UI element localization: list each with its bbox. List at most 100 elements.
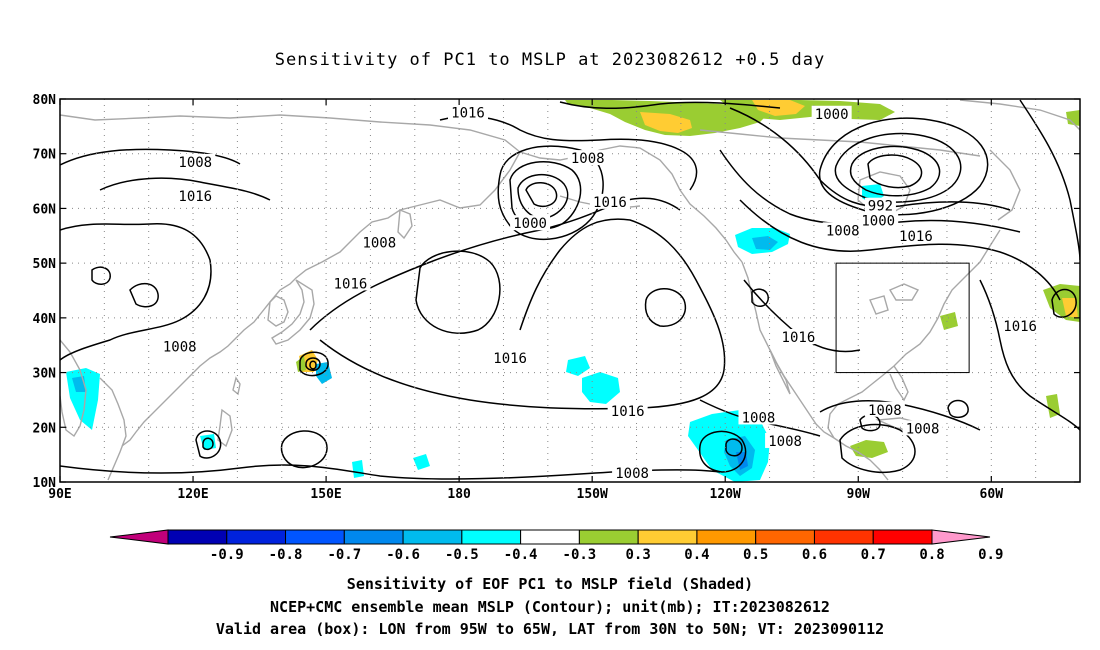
caption-valid-area: Valid area (box): LON from 95W to 65W, L… [215, 620, 885, 638]
colorbar-label: 0.5 [743, 547, 768, 563]
contour-caribbean-1008 [839, 423, 916, 474]
contour-label-bg [510, 215, 551, 231]
map-title: Sensitivity of PC1 to MSLP at 2023082612… [274, 50, 826, 70]
contour-label-bg [612, 465, 653, 481]
colorbar-segment [696, 529, 757, 545]
lon-label: 60W [980, 487, 1004, 502]
contour-label: 1008 [826, 223, 860, 239]
colorbar-label: -0.9 [210, 547, 244, 563]
colorbar-segment [343, 529, 404, 545]
contour-label-bg [864, 401, 905, 417]
contour-label: 1008 [868, 403, 902, 419]
contour-atlantic-low [947, 399, 969, 419]
coast-india [60, 339, 87, 438]
lat-label: 60N [33, 202, 57, 217]
colorbar-segment [167, 529, 228, 545]
lon-label: 90E [48, 487, 71, 502]
contour-arctic-low-3 [849, 145, 941, 197]
colorbar-arrow-left [109, 529, 169, 545]
contour-bering-low-1 [497, 145, 604, 241]
contour-label-bg [175, 187, 216, 203]
contour-label: 1008 [906, 421, 940, 437]
lat-label: 30N [33, 367, 57, 382]
coastlines [60, 99, 1080, 481]
coast-taiwan [232, 376, 241, 396]
contour-siberia-1016 [99, 177, 271, 201]
contour-label: 1008 [571, 151, 605, 167]
coast-japan [271, 279, 315, 345]
contour-label-bg [864, 197, 896, 213]
contour-asia-small-1 [129, 282, 159, 308]
coast-asia-east [60, 114, 521, 447]
contour-arctic-low-2 [834, 132, 962, 203]
contour-pacific-high-2 [644, 288, 687, 327]
contour-label-bg [607, 402, 648, 418]
contour-label: 1016 [611, 404, 645, 420]
contour-label: 1016 [782, 330, 816, 346]
contour-label-bg [765, 432, 806, 448]
colorbar-segment [226, 529, 287, 545]
coast-great-lakes [869, 283, 920, 315]
contour-label-bg [1000, 318, 1041, 334]
contour-canada-1016 [739, 199, 1061, 301]
contour-label: 1016 [178, 189, 212, 205]
contour-label: 1016 [593, 195, 627, 211]
coast-philippines [217, 408, 233, 448]
contour-label: 1008 [163, 339, 197, 355]
contour-bering-1008 [439, 115, 698, 191]
contour-label-bg [567, 150, 608, 166]
contour-label: 1008 [615, 466, 649, 482]
colorbar-arrow-right [931, 529, 991, 545]
sensitivity-shading [66, 100, 1080, 482]
lon-label: 150W [577, 487, 608, 502]
contour-label: 1016 [899, 229, 933, 245]
contour-typhoon-core [309, 360, 317, 370]
contour-label-bg [811, 105, 852, 121]
contour-label: 1008 [362, 235, 396, 251]
caption-shading: Sensitivity of EOF PC1 to MSLP field (Sh… [346, 575, 754, 593]
valid-area-box [835, 262, 970, 374]
contour-epac-low-2 [725, 438, 743, 457]
plot-frame [59, 98, 1081, 483]
contour-pacific-small [280, 430, 328, 469]
contour-scs-low [195, 430, 222, 459]
contour-na-small [751, 288, 769, 307]
contour-atlantic-1016 [979, 279, 1080, 431]
colorbar-label: 0.4 [684, 547, 709, 563]
colorbar-label: 0.6 [802, 547, 827, 563]
colorbar-segment [813, 529, 874, 545]
contour-label: 1016 [1003, 319, 1037, 335]
contour-arctic-low-4 [867, 154, 923, 189]
shade-pacific-cyan-4 [413, 454, 430, 470]
contour-label-bg [858, 212, 899, 228]
contour-label: 1000 [513, 216, 547, 232]
colorbar-segment [637, 529, 698, 545]
colorbar-label: -0.7 [327, 547, 361, 563]
contour-label-bg [738, 409, 779, 425]
coast-indochina [99, 377, 127, 481]
contour-north-pacific-1016 [309, 197, 681, 331]
lon-label: 120W [710, 487, 741, 502]
contour-canada-1000 [729, 107, 1011, 211]
colorbar-label: 0.8 [919, 547, 944, 563]
colorbar-segment [755, 529, 815, 545]
contour-label: 992 [868, 199, 893, 215]
lat-label: 50N [33, 257, 57, 272]
colorbar: -0.9 -0.8 -0.7 -0.6 -0.5 -0.4 -0.3 0.3 0.4 0.5 0.6… [109, 529, 1003, 563]
colorbar-segment [578, 529, 639, 545]
colorbar-segment [285, 529, 345, 545]
coast-greenland [959, 99, 1080, 221]
shade-eastus-green [940, 312, 958, 330]
colorbar-segment [461, 529, 522, 545]
contour-asia-1008-loop [60, 223, 212, 361]
contour-label-bg [448, 104, 488, 120]
shade-arctic-yellow [640, 112, 692, 133]
contour-label-bg [490, 349, 531, 365]
contour-atlantic-high [1051, 288, 1077, 318]
contour-label-bg [159, 338, 200, 354]
coast-florida [889, 365, 909, 402]
lon-label: 90W [847, 487, 871, 502]
